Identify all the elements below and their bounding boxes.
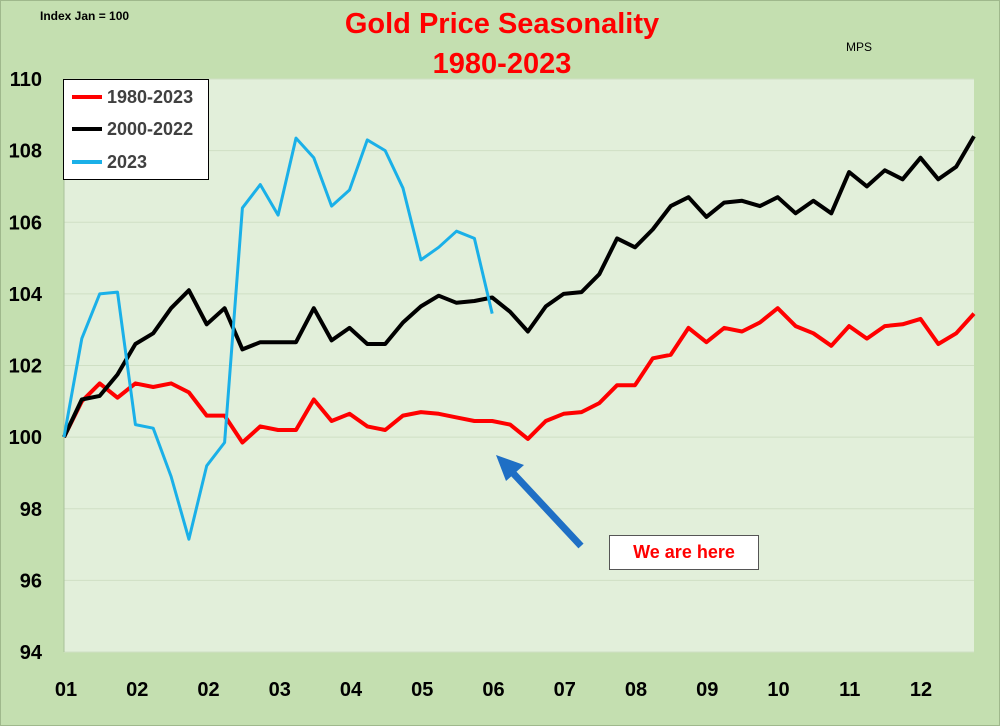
series-line-1980-2023 <box>62 306 976 445</box>
y-tick-label: 94 <box>20 642 43 664</box>
legend-label: 1980-2023 <box>107 86 194 107</box>
index-label: Index Jan = 100 <box>40 9 130 23</box>
y-tick-labels: 94 96 98 100 102 104 106 108 110 <box>9 69 43 664</box>
x-tick-label: 10 <box>767 679 789 701</box>
legend-swatch <box>72 95 102 99</box>
x-tick-label: 08 <box>625 679 647 701</box>
legend-item-1980-2023: 1980-2023 <box>72 86 193 108</box>
series-line-2000-2022 <box>62 135 976 438</box>
legend-label: 2000-2022 <box>107 118 194 139</box>
annotation-arrow <box>509 469 584 549</box>
annotation-arrow-head <box>496 455 524 481</box>
x-tick-label: 03 <box>269 679 291 701</box>
y-tick-label: 98 <box>20 499 42 521</box>
x-tick-label: 12 <box>910 679 932 701</box>
annotation-arrow-group <box>496 455 584 549</box>
x-tick-label: 09 <box>696 679 718 701</box>
x-tick-label: 11 <box>839 679 860 701</box>
legend-item-2023: 2023 <box>72 151 147 173</box>
x-tick-label: 01 <box>55 679 77 701</box>
chart-title-line2: 1980-2023 <box>432 48 572 80</box>
y-tick-label: 108 <box>9 141 42 163</box>
chart-title-line1: Gold Price Seasonality <box>344 8 660 40</box>
source-mark: MPS <box>846 40 873 54</box>
y-tick-label: 104 <box>9 284 43 306</box>
x-tick-label: 07 <box>554 679 576 701</box>
y-tick-label: 102 <box>9 356 42 378</box>
series-layer <box>62 135 976 541</box>
y-tick-label: 100 <box>9 427 42 449</box>
y-tick-label: 96 <box>20 570 42 592</box>
y-tick-label: 110 <box>10 69 42 91</box>
legend-label: 2023 <box>107 151 148 172</box>
x-tick-label: 05 <box>411 679 433 701</box>
x-tick-labels: 01 02 02 03 04 05 06 07 08 09 10 11 12 <box>55 679 932 701</box>
legend-item-2000-2022: 2000-2022 <box>72 118 193 140</box>
x-tick-label: 02 <box>197 679 219 701</box>
annotation-callout: We are here <box>609 535 759 570</box>
legend: 1980-2023 2000-2022 2023 <box>63 79 209 180</box>
legend-swatch <box>72 127 102 131</box>
x-tick-label: 02 <box>126 679 148 701</box>
x-tick-label: 06 <box>482 679 504 701</box>
series-line-2023 <box>62 136 494 541</box>
legend-swatch <box>72 160 102 164</box>
y-tick-label: 106 <box>9 212 42 234</box>
x-tick-label: 04 <box>340 679 363 701</box>
